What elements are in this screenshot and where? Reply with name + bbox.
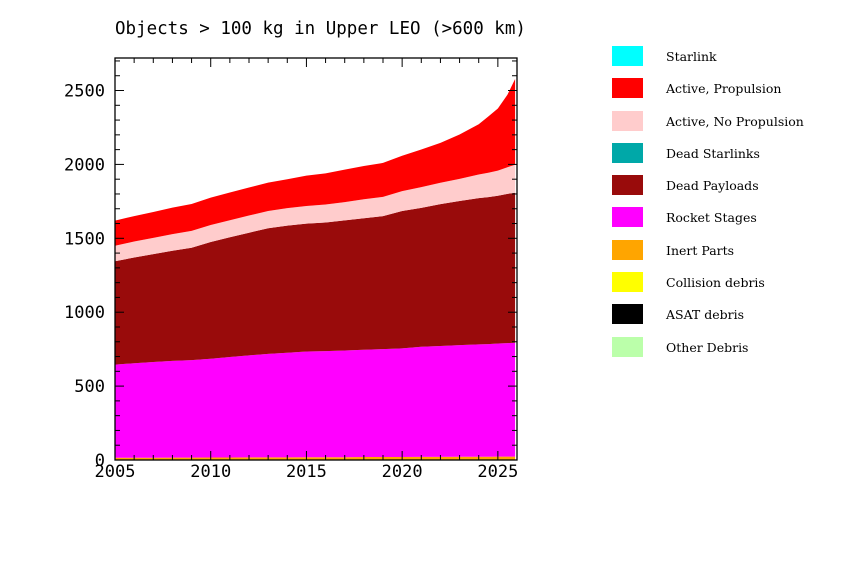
legend-label: Dead Payloads — [666, 178, 759, 194]
legend-label: ASAT debris — [666, 307, 745, 323]
area-inert-parts — [115, 456, 516, 460]
y-tick-label: 500 — [74, 377, 105, 397]
x-tick-label: 2005 — [95, 462, 136, 482]
y-tick-label: 0 — [95, 451, 105, 471]
y-tick-label: 2500 — [64, 82, 105, 102]
legend-label: Active, Propulsion — [666, 81, 782, 97]
legend-label: Active, No Propulsion — [666, 113, 804, 129]
x-tick-label: 2010 — [190, 462, 231, 482]
legend-swatch — [612, 46, 643, 66]
y-tick-label: 2000 — [64, 155, 105, 175]
plot-frame — [114, 57, 518, 461]
legend-label: Other Debris — [666, 339, 749, 355]
chart-title: Objects > 100 kg in Upper LEO (>600 km) — [115, 19, 526, 39]
legend-swatch — [612, 272, 643, 293]
x-tick-label: 2015 — [286, 462, 327, 482]
legend-label: Dead Starlinks — [666, 145, 760, 161]
legend-swatch — [612, 142, 643, 163]
legend-swatch — [612, 175, 643, 196]
area-series-group — [115, 78, 516, 460]
legend-swatch — [612, 336, 643, 357]
legend-label: Inert Parts — [666, 242, 735, 258]
x-tick-label: 2020 — [382, 462, 423, 482]
legend-swatch — [612, 207, 643, 228]
area-active-no-propulsion — [115, 164, 516, 262]
y-tick-label: 1500 — [64, 229, 105, 249]
legend-label: Starlink — [666, 49, 717, 64]
x-tick-label: 2025 — [477, 462, 518, 482]
legend-swatch — [612, 304, 643, 325]
legend-label: Collision debris — [666, 275, 765, 291]
area-rocket-stages — [115, 342, 516, 458]
legend-swatch — [612, 110, 643, 131]
legend-swatch — [612, 239, 643, 260]
area-dead-payloads — [115, 192, 516, 365]
axes-group: 0 500 1000 1500 2000 2500 2005 2010 2015 2020 2025 — [64, 57, 518, 482]
legend-label: Rocket Stages — [666, 210, 757, 226]
y-tick-label: 1000 — [64, 303, 105, 323]
legend-swatch — [612, 78, 643, 99]
area-active-propulsion — [115, 78, 516, 246]
